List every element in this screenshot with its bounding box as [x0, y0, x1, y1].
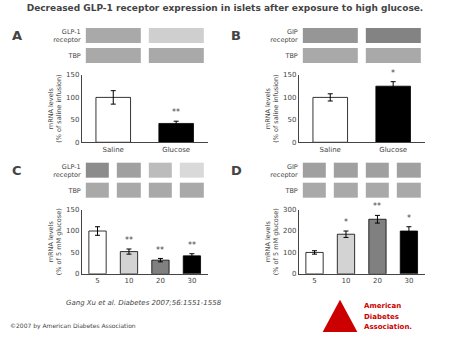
svg-text:5: 5	[312, 277, 316, 285]
svg-text:100: 100	[66, 94, 79, 102]
svg-text:*: *	[344, 218, 348, 227]
svg-text:**: **	[172, 108, 180, 117]
svg-text:**: **	[156, 246, 164, 255]
svg-text:mRNA levels(% of 5 mM glucose): mRNA levels(% of 5 mM glucose)	[47, 208, 63, 275]
svg-text:Glucose: Glucose	[162, 146, 190, 154]
svg-text:200: 200	[283, 227, 296, 235]
svg-text:0: 0	[75, 139, 79, 147]
svg-text:Association.: Association.	[364, 323, 412, 331]
svg-text:GLP-1receptor: GLP-1receptor	[53, 28, 81, 44]
svg-text:50: 50	[70, 249, 79, 257]
svg-text:Gang Xu et al. Diabetes 2007;5: Gang Xu et al. Diabetes 2007;56:1551-155…	[66, 299, 222, 307]
svg-text:20: 20	[156, 277, 165, 285]
svg-text:TBP: TBP	[67, 52, 80, 60]
svg-text:mRNA levels(% of 5 mM glucose): mRNA levels(% of 5 mM glucose)	[264, 208, 280, 275]
svg-text:TBP: TBP	[284, 52, 297, 60]
svg-text:Glucose: Glucose	[379, 146, 407, 154]
svg-text:50: 50	[70, 116, 79, 124]
svg-text:100: 100	[66, 227, 79, 235]
svg-text:B: B	[231, 28, 241, 43]
svg-text:20: 20	[373, 277, 382, 285]
svg-text:150: 150	[66, 71, 79, 79]
svg-text:Saline: Saline	[320, 146, 341, 154]
svg-text:*: *	[391, 69, 395, 78]
svg-text:0: 0	[75, 270, 79, 278]
svg-text:100: 100	[283, 94, 296, 102]
svg-text:**: **	[373, 202, 381, 211]
svg-text:300: 300	[283, 206, 296, 214]
svg-text:0: 0	[292, 270, 296, 278]
svg-text:C: C	[12, 163, 22, 178]
svg-text:10: 10	[125, 277, 134, 285]
svg-text:Diabetes: Diabetes	[364, 313, 399, 321]
svg-text:**: **	[188, 241, 196, 250]
svg-text:GIPreceptor: GIPreceptor	[270, 163, 298, 179]
svg-text:GLP-1receptor: GLP-1receptor	[53, 163, 81, 179]
svg-text:*: *	[407, 214, 411, 223]
svg-text:150: 150	[66, 206, 79, 214]
svg-text:50: 50	[287, 116, 296, 124]
svg-text:D: D	[231, 163, 242, 178]
svg-text:10: 10	[342, 277, 351, 285]
svg-text:American: American	[364, 302, 401, 310]
svg-text:**: **	[125, 236, 133, 245]
svg-text:TBP: TBP	[67, 187, 80, 195]
svg-text:TBP: TBP	[284, 187, 297, 195]
svg-text:0: 0	[292, 139, 296, 147]
svg-text:30: 30	[187, 277, 196, 285]
svg-text:100: 100	[283, 249, 296, 257]
svg-text:mRNA levels(% of saline infusi: mRNA levels(% of saline infusion)	[47, 74, 63, 142]
svg-text:mRNA levels(% of saline infusi: mRNA levels(% of saline infusion)	[264, 74, 280, 142]
svg-text:150: 150	[283, 71, 296, 79]
svg-text:5: 5	[95, 277, 99, 285]
svg-text:30: 30	[404, 277, 413, 285]
svg-text:©2007 by American Diabetes Ass: ©2007 by American Diabetes Association	[10, 322, 136, 330]
svg-text:GIPreceptor: GIPreceptor	[270, 28, 298, 44]
svg-text:Saline: Saline	[103, 146, 124, 154]
svg-text:Decreased GLP-1 receptor expre: Decreased GLP-1 receptor expression in i…	[27, 3, 424, 13]
svg-text:A: A	[12, 28, 22, 43]
